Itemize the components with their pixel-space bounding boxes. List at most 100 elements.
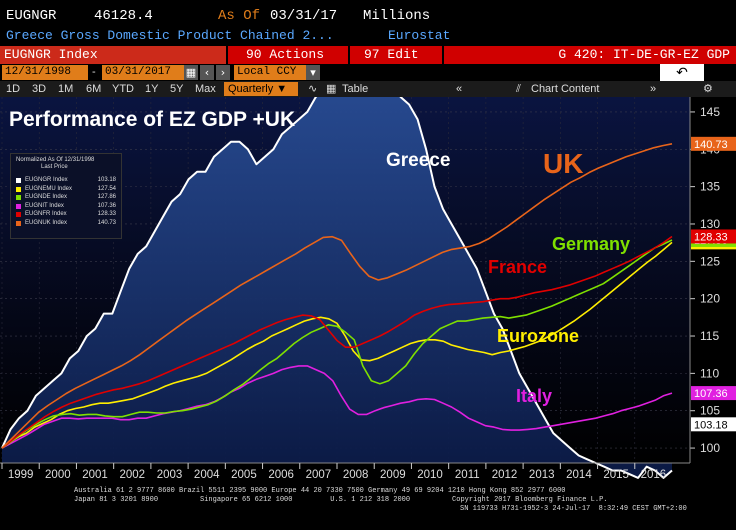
- undo-icon[interactable]: ↶: [660, 64, 704, 82]
- end-date-input[interactable]: 03/31/2017: [102, 65, 186, 80]
- legend-series-name: EUGNDE Index: [25, 194, 68, 200]
- legend-item[interactable]: EUGNDE Index 127.86: [16, 193, 116, 201]
- legend-series-name: EUGNUK Index: [25, 219, 68, 226]
- italy-annotation: Italy: [516, 386, 552, 406]
- footer: Australia 61 2 9777 8600 Brazil 5511 239…: [0, 484, 736, 530]
- legend-series-name: EUGNIT Index: [25, 202, 64, 209]
- legend-header-1: Normalized As Of 12/31/1998: [16, 157, 95, 163]
- legend-last-price: 107.36: [97, 202, 116, 209]
- chart-content-button[interactable]: Chart Content: [531, 83, 600, 95]
- actions-menu[interactable]: 90 Actions: [228, 46, 348, 64]
- legend-item[interactable]: EUGNUK Index 140.73: [16, 219, 116, 227]
- quote-header: EUGNGR 46128.4 As Of 03/31/17 Millions: [0, 0, 736, 28]
- chart-title: Performance of EZ GDP +UK: [9, 108, 295, 131]
- legend-item[interactable]: EUGNEMU Index 127.54: [16, 185, 116, 193]
- legend-swatch: [16, 212, 21, 217]
- units: Millions: [363, 8, 431, 24]
- eurozone-annotation: Eurozone: [497, 326, 579, 346]
- security-field[interactable]: EUGNGR Index: [0, 46, 226, 64]
- x-tick-label: 2000: [45, 469, 71, 481]
- line-chart-icon[interactable]: ∿: [308, 83, 318, 95]
- start-date-input[interactable]: 12/31/1998: [2, 65, 88, 80]
- last-price: 46128.4: [94, 8, 153, 24]
- collapse-icon[interactable]: «: [456, 83, 463, 95]
- period-select[interactable]: Quarterly ▼: [224, 82, 298, 96]
- chart-content-icon: ⫽: [516, 83, 521, 95]
- table-icon[interactable]: ▦: [326, 83, 337, 95]
- function-bar: EUGNGR Index 90 Actions 97 Edit G 420: I…: [0, 46, 736, 64]
- gear-icon[interactable]: ⚙: [703, 83, 713, 95]
- x-tick-label: 2003: [157, 469, 183, 481]
- eugngr-last-badge-bg: [691, 417, 736, 432]
- calendar-icon[interactable]: ▦: [184, 65, 198, 80]
- legend-item[interactable]: EUGNFR Index 128.33: [16, 210, 116, 218]
- period-select-label: Quarterly: [228, 83, 274, 95]
- security-description: Greece Gross Domestic Product Chained 2.…: [6, 28, 334, 43]
- edit-menu-label: 97 Edit: [364, 47, 419, 62]
- eugnit-line: [1, 365, 673, 449]
- x-tick-label: 2012: [492, 469, 518, 481]
- series-lines: [1, 97, 673, 479]
- x-tick-label: 2007: [306, 469, 332, 481]
- asof-label: As Of: [218, 8, 261, 24]
- range-ytd[interactable]: YTD: [112, 83, 134, 95]
- y-axis-panel: [690, 97, 736, 463]
- range-1m[interactable]: 1M: [58, 83, 74, 95]
- x-tick-label: 2004: [194, 469, 220, 481]
- y-tick-label: 110: [700, 366, 719, 380]
- greece-area-layer: [2, 97, 672, 478]
- eugnit-last-value: 107.36: [694, 388, 728, 400]
- legend-last-price: 127.86: [97, 194, 116, 200]
- range-max[interactable]: Max: [195, 83, 216, 95]
- ticker[interactable]: EUGNGR: [6, 8, 57, 24]
- edit-menu[interactable]: 97 Edit: [350, 46, 442, 64]
- x-tick-label: 2011: [455, 469, 480, 481]
- eugngr-last-badge: 103.18: [691, 417, 736, 432]
- currency-dropdown-icon[interactable]: ▾: [306, 65, 320, 80]
- y-tick-label: 115: [700, 329, 719, 343]
- legend-last-price: 140.73: [97, 219, 116, 226]
- greece-annotation: Greece: [386, 150, 450, 171]
- x-axis-panel: [0, 463, 690, 484]
- eugngr-line: [1, 97, 673, 479]
- france-annotation: France: [488, 257, 547, 277]
- gdp-chart: 100105110115120125130135140145 199920002…: [0, 97, 736, 484]
- x-tick-label: 2001: [82, 469, 108, 481]
- range-6m[interactable]: 6M: [86, 83, 102, 95]
- x-axis: 1999 2000 2001 2002 2003 2004 2005 2006 2007 2008…: [0, 462, 690, 481]
- eugngr-last-value: 103.18: [694, 419, 728, 431]
- y-tick-label: 100: [700, 441, 720, 455]
- security-field-label: EUGNGR Index: [4, 47, 98, 62]
- x-tick-label: 2006: [268, 469, 294, 481]
- asof-date: 03/31/17: [270, 8, 338, 24]
- table-button[interactable]: Table: [342, 83, 369, 95]
- legend-item[interactable]: EUGNIT Index 107.36: [16, 202, 116, 210]
- legend-swatch: [16, 220, 21, 226]
- legend-swatch: [16, 195, 21, 200]
- legend-series-name: EUGNFR Index: [25, 211, 67, 217]
- eugnfr-last-value: 128.33: [694, 231, 728, 243]
- range-3d[interactable]: 3D: [32, 83, 47, 95]
- legend-item[interactable]: EUGNGR Index 103.18: [16, 176, 116, 184]
- footer-contacts-1: Australia 61 2 9777 8600 Brazil 5511 239…: [74, 487, 566, 495]
- range-5y[interactable]: 5Y: [170, 83, 184, 95]
- x-tick-label: 2005: [231, 469, 257, 481]
- eugnuk-last-badge: 140.73: [691, 136, 736, 151]
- y-tick-label: 130: [700, 217, 720, 231]
- prev-period-icon[interactable]: ‹: [200, 65, 214, 80]
- expand-icon[interactable]: »: [650, 83, 657, 95]
- y-tick-label: 135: [700, 180, 720, 194]
- range-1y[interactable]: 1Y: [145, 83, 159, 95]
- legend-swatch: [16, 178, 21, 183]
- eugnemu-line: [1, 241, 673, 449]
- description-row: Greece Gross Domestic Product Chained 2.…: [0, 28, 736, 44]
- y-tick-label: 120: [700, 292, 720, 306]
- legend-last-price: 103.18: [97, 177, 116, 183]
- range-1d[interactable]: 1D: [6, 83, 21, 95]
- legend-series-name: EUGNGR Index: [25, 177, 68, 183]
- uk-annotation: UK: [543, 148, 583, 179]
- legend-swatch: [16, 186, 21, 192]
- footer-serial: SN 119733 H731-1952-3 24-Jul-17 8:32:49 …: [460, 505, 687, 513]
- next-period-icon[interactable]: ›: [216, 65, 230, 80]
- currency-select[interactable]: Local CCY: [234, 65, 310, 80]
